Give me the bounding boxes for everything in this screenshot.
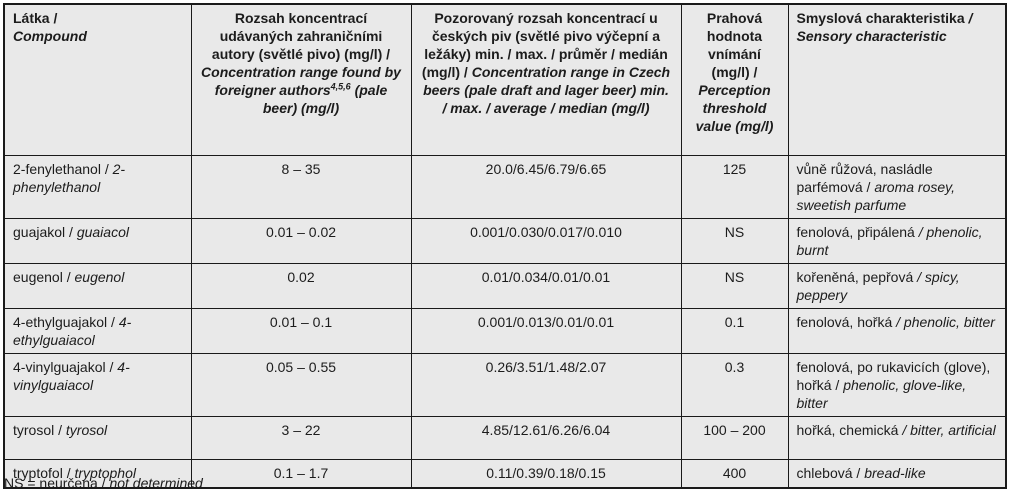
sensory-en: / phenolic, burnt (796, 223, 983, 258)
table-row-4-vinylguajakol: 4-vinylguajakol / 4-vinylguaiacol 0.05 –… (3, 352, 1007, 417)
table-footnote: NS = neurčena / not determined (4, 475, 203, 492)
footnote-cs: NS = neurčena / (4, 475, 106, 491)
cell-foreign-range: 0.01 – 0.02 (190, 217, 412, 264)
header-czech-range-cs: Pozorovaný rozsah koncentrací u českých … (421, 10, 668, 80)
header-threshold-en: Perception threshold value (mg/l) (695, 82, 774, 134)
table-row-eugenol: eugenol / eugenol 0.02 0.01/0.034/0.01/0… (3, 262, 1007, 309)
cell-threshold: 100 – 200 (680, 415, 789, 460)
cell-sensory: kořeněná, pepřová / spicy, peppery (787, 262, 1007, 309)
header-compound-cs: Látka / (13, 10, 58, 26)
compound-name-cs: eugenol / (13, 268, 71, 285)
cell-compound: eugenol / eugenol (3, 262, 192, 309)
cell-threshold: 125 (680, 154, 789, 219)
cell-sensory: vůně růžová, nasládle parfémová / aroma … (787, 154, 1007, 219)
header-cell-threshold: Prahová hodnota vnímání (mg/l) / Percept… (680, 3, 789, 156)
cell-threshold: 0.1 (680, 307, 789, 354)
table-row-tyrosol: tyrosol / tyrosol 3 – 22 4.85/12.61/6.26… (3, 415, 1007, 460)
cell-foreign-range: 0.02 (190, 262, 412, 309)
compound-name-cs: tyrosol / (13, 421, 63, 438)
cell-czech-range: 0.001/0.013/0.01/0.01 (410, 307, 682, 354)
sensory-en: / bitter, artificial (902, 421, 996, 438)
cell-sensory: chlebová / bread-like (787, 458, 1007, 489)
cell-sensory: hořká, chemická / bitter, artificial (787, 415, 1007, 460)
header-sensory-cs: Smyslová charakteristika (796, 10, 965, 26)
cell-sensory: fenolová, připálená / phenolic, burnt (787, 217, 1007, 264)
sensory-en: / phenolic, bitter (896, 313, 995, 330)
header-cell-sensory: Smyslová charakteristika / Sensory chara… (787, 3, 1007, 156)
cell-threshold: 400 (680, 458, 789, 489)
compound-name-en: eugenol (74, 268, 125, 285)
cell-foreign-range: 0.1 – 1.7 (190, 458, 412, 489)
header-foreign-range-citation: 4,5,6 (330, 81, 351, 92)
header-czech-range-en: Concentration range in Czech beers (pale… (423, 64, 671, 116)
compound-name-en: 2-phenylethanol (13, 160, 126, 195)
cell-czech-range: 20.0/6.45/6.79/6.65 (410, 154, 682, 219)
sensory-cs: fenolová, hořká (796, 313, 893, 330)
header-sensory-en: / Sensory characteristic (796, 10, 973, 44)
cell-sensory: fenolová, hořká / phenolic, bitter (787, 307, 1007, 354)
table-row-4-ethylguajakol: 4-ethylguajakol / 4-ethylguaiacol 0.01 –… (3, 307, 1007, 354)
sensory-en: bread-like (864, 464, 926, 481)
cell-czech-range: 0.26/3.51/1.48/2.07 (410, 352, 682, 417)
sensory-en: phenolic, glove-like, bitter (796, 376, 967, 411)
header-foreign-range-en-tail: (pale beer) (mg/l) (262, 82, 388, 116)
cell-foreign-range: 3 – 22 (190, 415, 412, 460)
header-cell-czech-range: Pozorovaný rozsah koncentrací u českých … (410, 3, 682, 156)
compound-name-en: tryptophol (74, 464, 136, 481)
compound-name-en: guaiacol (76, 223, 129, 240)
compound-name-en: 4-vinylguaiacol (13, 358, 130, 393)
compound-name-cs: guajakol / (13, 223, 73, 240)
sensory-en: / spicy, peppery (796, 268, 960, 303)
cell-sensory: fenolová, po rukavicích (glove), hořká /… (787, 352, 1007, 417)
cell-czech-range: 4.85/12.61/6.26/6.04 (410, 415, 682, 460)
cell-foreign-range: 8 – 35 (190, 154, 412, 219)
compound-name-cs: tryptofol / (13, 464, 71, 481)
compound-name-en: tyrosol (65, 421, 108, 438)
table-row-guajakol: guajakol / guaiacol 0.01 – 0.02 0.001/0.… (3, 217, 1007, 264)
cell-compound: tyrosol / tyrosol (3, 415, 192, 460)
sensory-cs: hořká, chemická (796, 421, 899, 438)
cell-compound: tryptofol / tryptophol (3, 458, 192, 489)
header-cell-compound: Látka / Compound (3, 3, 192, 156)
header-compound-en: Compound (13, 28, 87, 44)
cell-threshold: NS (680, 262, 789, 309)
cell-compound: 4-vinylguajakol / 4-vinylguaiacol (3, 352, 192, 417)
cell-compound: 4-ethylguajakol / 4-ethylguaiacol (3, 307, 192, 354)
sensory-cs: vůně růžová, nasládle parfémová / (796, 160, 933, 195)
compound-name-cs: 4-ethylguajakol / (13, 313, 115, 330)
cell-threshold: 0.3 (680, 352, 789, 417)
cell-foreign-range: 0.01 – 0.1 (190, 307, 412, 354)
header-cell-foreign-range: Rozsah koncentrací udávaných zahraničním… (190, 3, 412, 156)
cell-compound: 2-fenylethanol / 2-phenylethanol (3, 154, 192, 219)
table-row-tryptofol: tryptofol / tryptophol 0.1 – 1.7 0.11/0.… (3, 458, 1007, 489)
cell-foreign-range: 0.05 – 0.55 (190, 352, 412, 417)
sensory-cs: kořeněná, pepřová (796, 268, 914, 285)
cell-compound: guajakol / guaiacol (3, 217, 192, 264)
compound-name-cs: 2-fenylethanol / (13, 160, 109, 177)
sensory-cs: fenolová, připálená (796, 223, 915, 240)
footnote-en: not determined (109, 475, 203, 491)
table-header-row: Látka / Compound Rozsah koncentrací udáv… (3, 3, 1007, 156)
header-foreign-range-cs: Rozsah koncentrací udávaných zahraničním… (211, 10, 391, 62)
cell-threshold: NS (680, 217, 789, 264)
cell-czech-range: 0.001/0.030/0.017/0.010 (410, 217, 682, 264)
sensory-en: aroma rosey, sweetish parfume (796, 178, 956, 213)
sensory-cs: fenolová, po rukavicích (glove), hořká / (796, 358, 991, 393)
header-foreign-range-en: Concentration range found by foreigner a… (201, 64, 401, 98)
header-threshold-cs: Prahová hodnota vnímání (mg/l) / (706, 10, 763, 80)
compound-properties-table: Látka / Compound Rozsah koncentrací udáv… (3, 3, 1007, 489)
compound-name-en: 4-ethylguaiacol (13, 313, 132, 348)
compound-name-cs: 4-vinylguajakol / (13, 358, 114, 375)
cell-czech-range: 0.01/0.034/0.01/0.01 (410, 262, 682, 309)
sensory-cs: chlebová / (796, 464, 861, 481)
table-row-2-fenylethanol: 2-fenylethanol / 2-phenylethanol 8 – 35 … (3, 154, 1007, 219)
cell-czech-range: 0.11/0.39/0.18/0.15 (410, 458, 682, 489)
